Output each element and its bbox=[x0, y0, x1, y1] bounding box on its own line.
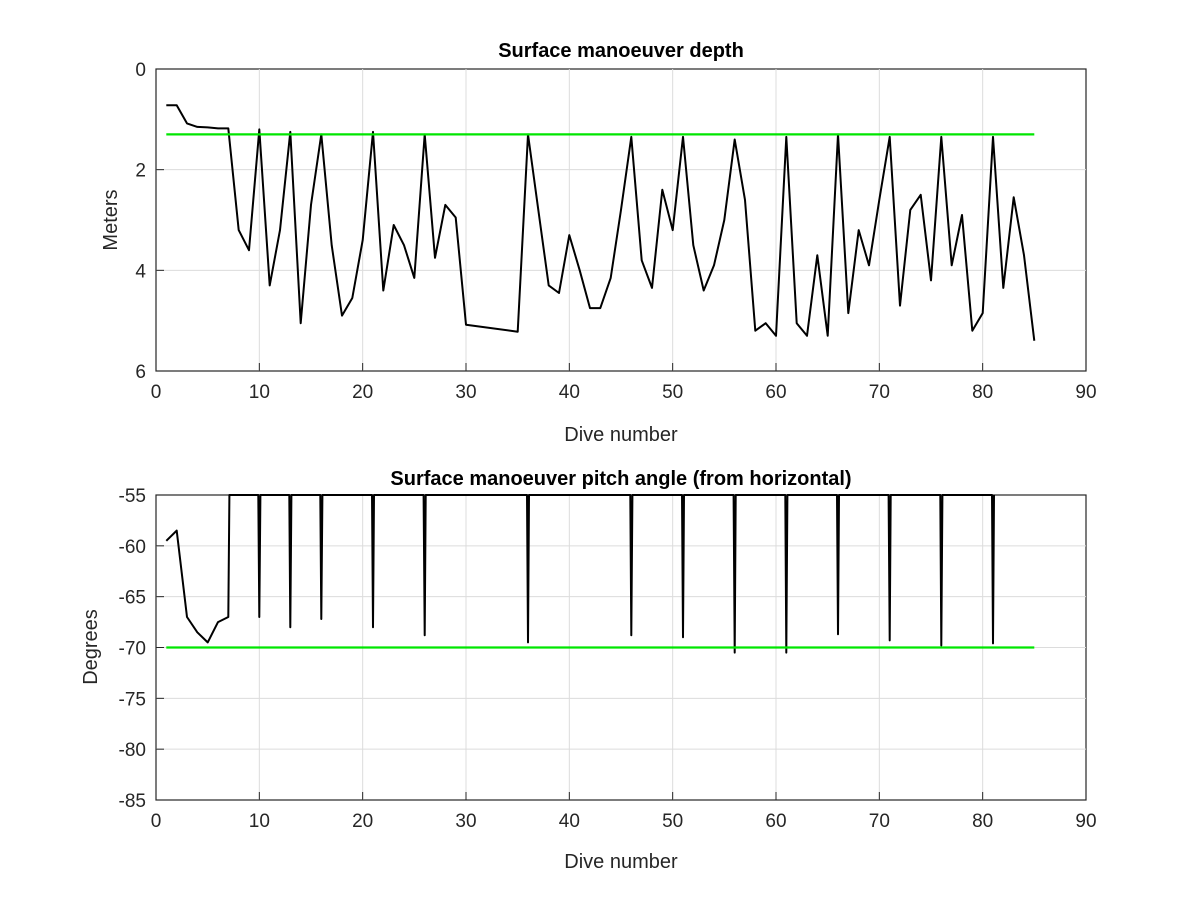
pitch-x-tick-label: 0 bbox=[151, 811, 162, 832]
depth-x-tick-label: 90 bbox=[1075, 382, 1096, 403]
pitch-x-axis-label: Dive number bbox=[564, 851, 678, 873]
depth-x-tick-label: 0 bbox=[151, 382, 162, 403]
depth-x-axis-label: Dive number bbox=[564, 424, 678, 446]
pitch-series bbox=[165, 494, 1035, 654]
pitch-y-axis-label: Degrees bbox=[80, 609, 102, 685]
pitch-title: Surface manoeuver pitch angle (from hori… bbox=[390, 468, 851, 490]
depth-x-tick-label: 70 bbox=[869, 382, 890, 403]
depth-x-tick-label: 10 bbox=[249, 382, 270, 403]
depth-panel: 0 10 20 30 40 50 60 70 80 90 0 2 4 6 Surface manoeuve… bbox=[100, 40, 1097, 446]
pitch-x-tick-label: 70 bbox=[869, 811, 890, 832]
depth-y-tick-label: 4 bbox=[135, 261, 146, 282]
depth-title: Surface manoeuver depth bbox=[498, 40, 744, 62]
pitch-ticks: 0 10 20 30 40 50 60 70 80 90 -55 -60 -65 -70 -75 -80 -85 bbox=[119, 486, 1097, 832]
pitch-x-tick-label: 90 bbox=[1075, 811, 1096, 832]
pitch-y-tick-label: -55 bbox=[119, 486, 146, 507]
pitch-y-tick-label: -80 bbox=[119, 740, 146, 761]
depth-x-tick-label: 20 bbox=[352, 382, 373, 403]
pitch-y-tick-label: -85 bbox=[119, 791, 146, 812]
depth-x-tick-label: 60 bbox=[765, 382, 786, 403]
pitch-y-tick-label: -75 bbox=[119, 689, 146, 710]
depth-x-tick-label: 80 bbox=[972, 382, 993, 403]
pitch-x-tick-label: 60 bbox=[765, 811, 786, 832]
depth-y-tick-label: 6 bbox=[135, 362, 146, 383]
depth-y-axis-label: Meters bbox=[100, 189, 122, 250]
depth-y-tick-label: 0 bbox=[135, 60, 146, 81]
pitch-x-tick-label: 50 bbox=[662, 811, 683, 832]
pitch-x-tick-label: 40 bbox=[559, 811, 580, 832]
pitch-y-tick-label: -65 bbox=[119, 588, 146, 609]
depth-x-tick-label: 50 bbox=[662, 382, 683, 403]
depth-x-tick-label: 30 bbox=[455, 382, 476, 403]
depth-data-line bbox=[166, 104, 1036, 341]
depth-axes bbox=[155, 68, 1087, 372]
depth-x-tick-label: 40 bbox=[559, 382, 580, 403]
pitch-panel: 0 10 20 30 40 50 60 70 80 90 -55 -60 -65 -70 -75 -80 -85… bbox=[80, 468, 1097, 873]
pitch-x-tick-label: 20 bbox=[352, 811, 373, 832]
pitch-x-tick-label: 30 bbox=[455, 811, 476, 832]
depth-series bbox=[166, 104, 1036, 341]
pitch-y-tick-label: -60 bbox=[119, 537, 146, 558]
pitch-x-tick-label: 80 bbox=[972, 811, 993, 832]
pitch-data-line bbox=[165, 494, 995, 654]
depth-y-tick-label: 2 bbox=[135, 161, 146, 182]
depth-ticks: 0 10 20 30 40 50 60 70 80 90 0 2 4 6 bbox=[135, 60, 1096, 403]
pitch-x-tick-label: 10 bbox=[249, 811, 270, 832]
pitch-y-tick-label: -70 bbox=[119, 639, 146, 660]
